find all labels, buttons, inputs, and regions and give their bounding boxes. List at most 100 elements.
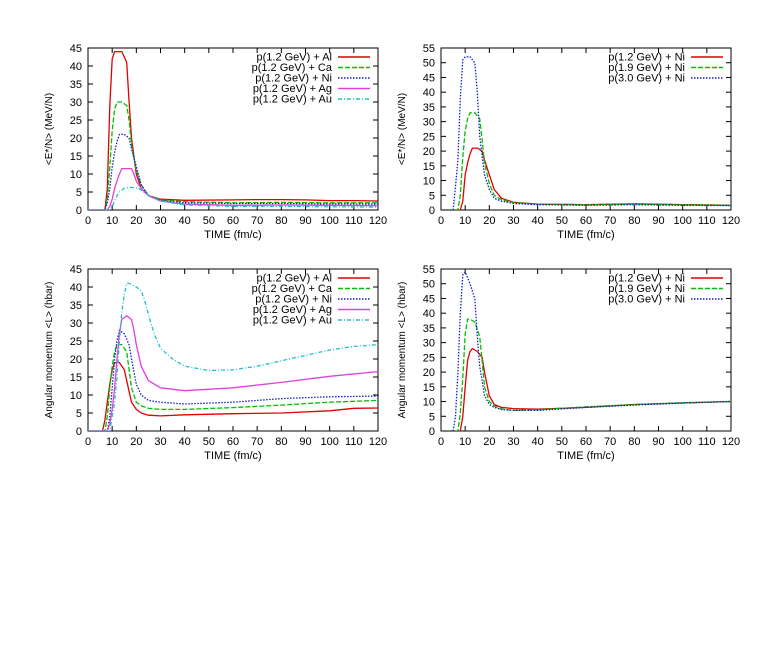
legend-label: p(1.2 GeV) + Ni bbox=[255, 294, 332, 306]
y-tick-label: 5 bbox=[76, 408, 82, 420]
y-tick-label: 10 bbox=[423, 397, 435, 409]
x-tick-label: 70 bbox=[604, 215, 616, 227]
x-axis-label: TIME (fm/c) bbox=[557, 229, 614, 241]
x-tick-label: 120 bbox=[722, 436, 740, 448]
y-tick-label: 35 bbox=[423, 102, 435, 114]
x-axis-label: TIME (fm/c) bbox=[204, 450, 261, 462]
series-line-2 bbox=[441, 112, 731, 210]
y-tick-label: 40 bbox=[423, 308, 435, 320]
x-tick-label: 30 bbox=[507, 436, 519, 448]
series-line-3 bbox=[441, 56, 731, 210]
series-line-3 bbox=[88, 133, 378, 210]
x-tick-label: 30 bbox=[154, 215, 166, 227]
y-tick-label: 55 bbox=[423, 264, 435, 276]
y-tick-label: 35 bbox=[70, 79, 82, 91]
plot-frame bbox=[87, 268, 379, 432]
x-tick-label: 40 bbox=[179, 436, 191, 448]
x-axis-label: TIME (fm/c) bbox=[204, 229, 261, 241]
x-tick-label: 60 bbox=[580, 436, 592, 448]
y-tick-label: 40 bbox=[423, 87, 435, 99]
series-line-1 bbox=[441, 347, 731, 431]
x-tick-label: 80 bbox=[628, 436, 640, 448]
plot-frame bbox=[440, 47, 732, 211]
y-tick-label: 20 bbox=[423, 146, 435, 158]
y-tick-label: 0 bbox=[76, 426, 82, 438]
x-tick-label: 90 bbox=[652, 436, 664, 448]
x-tick-label: 20 bbox=[483, 215, 495, 227]
x-tick-label: 80 bbox=[275, 436, 287, 448]
series-line-5 bbox=[88, 186, 378, 210]
y-tick-label: 0 bbox=[429, 205, 435, 217]
x-tick-label: 60 bbox=[580, 215, 592, 227]
y-tick-label: 0 bbox=[76, 205, 82, 217]
chart-panel-4: 0 10 20 30 40 50 60 70 80 90 100 110 120 0 5 10 15 20 25 30… bbox=[397, 264, 740, 462]
legend-label: p(1.2 GeV) + Al bbox=[256, 52, 332, 64]
series-line-1 bbox=[88, 361, 378, 431]
y-tick-label: 5 bbox=[429, 190, 435, 202]
x-tick-label: 80 bbox=[628, 215, 640, 227]
legend-label: p(1.9 GeV) + Ni bbox=[608, 62, 685, 74]
y-tick-label: 10 bbox=[70, 169, 82, 181]
series-line-2 bbox=[88, 101, 378, 210]
y-tick-label: 0 bbox=[429, 426, 435, 438]
legend-label: p(1.2 GeV) + Ni bbox=[255, 73, 332, 85]
x-tick-label: 40 bbox=[532, 215, 544, 227]
series-line-3 bbox=[88, 329, 378, 431]
y-axis-label: <E*/N> (MeV/N) bbox=[397, 93, 408, 165]
y-axis-label: <E*/N> (MeV/N) bbox=[44, 93, 55, 165]
x-tick-label: 0 bbox=[85, 436, 91, 448]
chart-panel-1: 0 10 20 30 40 50 60 70 80 90 100 110 120 0 5 10 15 20 25 30… bbox=[44, 43, 387, 241]
legend-label: p(3.0 GeV) + Ni bbox=[608, 73, 685, 85]
y-tick-label: 35 bbox=[70, 300, 82, 312]
y-tick-label: 15 bbox=[70, 151, 82, 163]
x-tick-label: 10 bbox=[106, 215, 118, 227]
legend-label: p(1.2 GeV) + Ag bbox=[253, 304, 332, 316]
x-tick-label: 100 bbox=[320, 436, 338, 448]
x-tick-label: 0 bbox=[438, 215, 444, 227]
x-tick-label: 70 bbox=[604, 436, 616, 448]
series-line-5 bbox=[88, 282, 378, 431]
y-tick-label: 45 bbox=[423, 293, 435, 305]
x-tick-label: 90 bbox=[299, 215, 311, 227]
y-axis-label: Angular momentum <L> (hbar) bbox=[44, 282, 55, 419]
chart-panel-3: 0 10 20 30 40 50 60 70 80 90 100 110 120 0 5 10 15 20 25 30… bbox=[44, 264, 387, 462]
x-tick-label: 90 bbox=[299, 436, 311, 448]
x-tick-label: 90 bbox=[652, 215, 664, 227]
y-tick-label: 25 bbox=[423, 352, 435, 364]
x-tick-label: 50 bbox=[556, 436, 568, 448]
x-tick-label: 120 bbox=[369, 215, 387, 227]
x-tick-label: 20 bbox=[130, 436, 142, 448]
y-tick-label: 40 bbox=[70, 282, 82, 294]
x-tick-label: 10 bbox=[106, 436, 118, 448]
y-tick-label: 25 bbox=[70, 115, 82, 127]
y-tick-label: 15 bbox=[423, 161, 435, 173]
x-tick-label: 100 bbox=[673, 436, 691, 448]
y-tick-label: 45 bbox=[70, 264, 82, 276]
legend-label: p(1.2 GeV) + Ca bbox=[252, 283, 333, 295]
series-line-1 bbox=[441, 147, 731, 210]
x-tick-label: 20 bbox=[483, 436, 495, 448]
y-tick-label: 45 bbox=[423, 72, 435, 84]
x-tick-label: 50 bbox=[556, 215, 568, 227]
x-tick-label: 120 bbox=[722, 215, 740, 227]
x-tick-label: 70 bbox=[251, 215, 263, 227]
x-tick-label: 70 bbox=[251, 436, 263, 448]
x-tick-label: 80 bbox=[275, 215, 287, 227]
y-tick-label: 55 bbox=[423, 43, 435, 55]
x-tick-label: 30 bbox=[507, 215, 519, 227]
x-tick-label: 40 bbox=[179, 215, 191, 227]
y-tick-label: 5 bbox=[76, 187, 82, 199]
legend-label: p(3.0 GeV) + Ni bbox=[608, 294, 685, 306]
x-tick-label: 10 bbox=[459, 436, 471, 448]
y-tick-label: 50 bbox=[423, 58, 435, 70]
series-line-4 bbox=[88, 167, 378, 210]
legend-label: p(1.2 GeV) + Ni bbox=[608, 52, 685, 64]
legend-label: p(1.2 GeV) + Ni bbox=[608, 273, 685, 285]
x-tick-label: 50 bbox=[203, 436, 215, 448]
x-tick-label: 50 bbox=[203, 215, 215, 227]
y-tick-label: 20 bbox=[423, 367, 435, 379]
x-tick-label: 60 bbox=[227, 436, 239, 448]
series-line-2 bbox=[88, 343, 378, 431]
y-tick-label: 30 bbox=[423, 338, 435, 350]
